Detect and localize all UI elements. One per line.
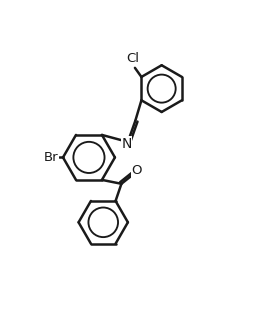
Text: Cl: Cl (126, 52, 139, 65)
Text: N: N (121, 137, 132, 151)
Text: Br: Br (44, 151, 58, 164)
Text: O: O (132, 164, 142, 177)
